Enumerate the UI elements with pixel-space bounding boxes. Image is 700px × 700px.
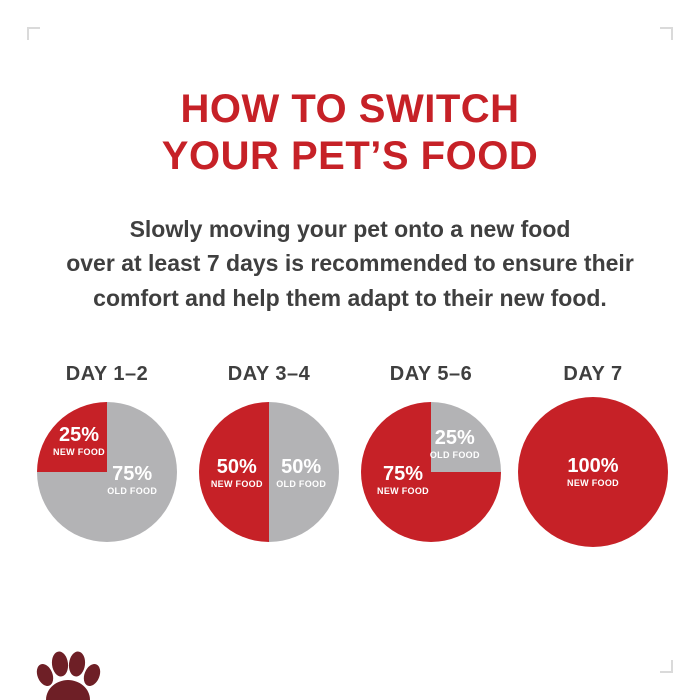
- pie-day-5-6: 25% OLD FOOD 75% NEW FOOD: [361, 402, 501, 543]
- crop-mark-top-left: [27, 27, 40, 40]
- day-label: DAY 5–6: [389, 363, 473, 386]
- slice-label-new-food: 25% NEW FOOD: [53, 425, 105, 457]
- slice-label-old-food: 75% OLD FOOD: [107, 464, 157, 496]
- slice-name: NEW FOOD: [567, 478, 619, 489]
- intro-line-1: Slowly moving your pet onto a new food: [129, 215, 571, 242]
- day-label: DAY 3–4: [227, 363, 311, 386]
- chart-day-3-4: DAY 3–4 50% NEW FOOD 50% OLD FOOD: [188, 363, 350, 547]
- pie-charts-row: DAY 1–2 25% NEW FOOD 75% OLD FOOD DAY 3–…: [0, 363, 700, 548]
- crop-mark-top-right: [660, 27, 673, 40]
- crop-mark-bottom-right: [660, 660, 673, 673]
- slice-label-old-food: 25% OLD FOOD: [430, 428, 480, 460]
- slice-label-new-food: 50% NEW FOOD: [211, 457, 263, 489]
- slice-percent: 50%: [216, 456, 257, 479]
- slice-name: OLD FOOD: [276, 479, 327, 490]
- royal-canin-paw-logo: [32, 650, 104, 700]
- pie-day-7: 100% NEW FOOD: [518, 397, 668, 548]
- chart-day-1-2: DAY 1–2 25% NEW FOOD 75% OLD FOOD: [26, 363, 188, 547]
- title-line-2: YOUR PET’S FOOD: [161, 133, 539, 178]
- page-title: HOW TO SWITCH YOUR PET’S FOOD: [0, 86, 700, 180]
- intro-text: Slowly moving your pet onto a new food o…: [0, 212, 700, 316]
- title-line-1: HOW TO SWITCH: [180, 87, 520, 131]
- slice-percent: 75%: [112, 463, 153, 486]
- pie-day-3-4: 50% NEW FOOD 50% OLD FOOD: [199, 402, 339, 543]
- slice-name: OLD FOOD: [429, 450, 480, 461]
- slice-name: NEW FOOD: [377, 486, 429, 497]
- day-label: DAY 1–2: [65, 363, 149, 386]
- intro-line-3: comfort and help them adapt to their new…: [93, 284, 607, 311]
- slice-percent: 25%: [58, 424, 100, 447]
- slice-percent: 25%: [434, 427, 475, 450]
- intro-line-2: over at least 7 days is recommended to e…: [66, 250, 634, 277]
- slice-label-new-food: 75% NEW FOOD: [377, 464, 429, 496]
- slice-name: NEW FOOD: [53, 447, 105, 458]
- slice-percent: 75%: [382, 463, 424, 486]
- slice-name: NEW FOOD: [210, 479, 263, 490]
- slice-percent: 50%: [281, 456, 322, 479]
- chart-day-7: DAY 7 100% NEW FOOD: [512, 363, 674, 548]
- day-label: DAY 7: [563, 363, 623, 386]
- slice-name: OLD FOOD: [107, 486, 158, 497]
- chart-day-5-6: DAY 5–6 25% OLD FOOD 75% NEW FOOD: [350, 363, 512, 547]
- paw-print-icon: [36, 651, 101, 700]
- pie-day-1-2: 25% NEW FOOD 75% OLD FOOD: [37, 402, 177, 543]
- slice-percent: 100%: [567, 455, 619, 478]
- slice-label-new-food: 100% NEW FOOD: [567, 456, 619, 488]
- slice-label-old-food: 50% OLD FOOD: [276, 457, 326, 489]
